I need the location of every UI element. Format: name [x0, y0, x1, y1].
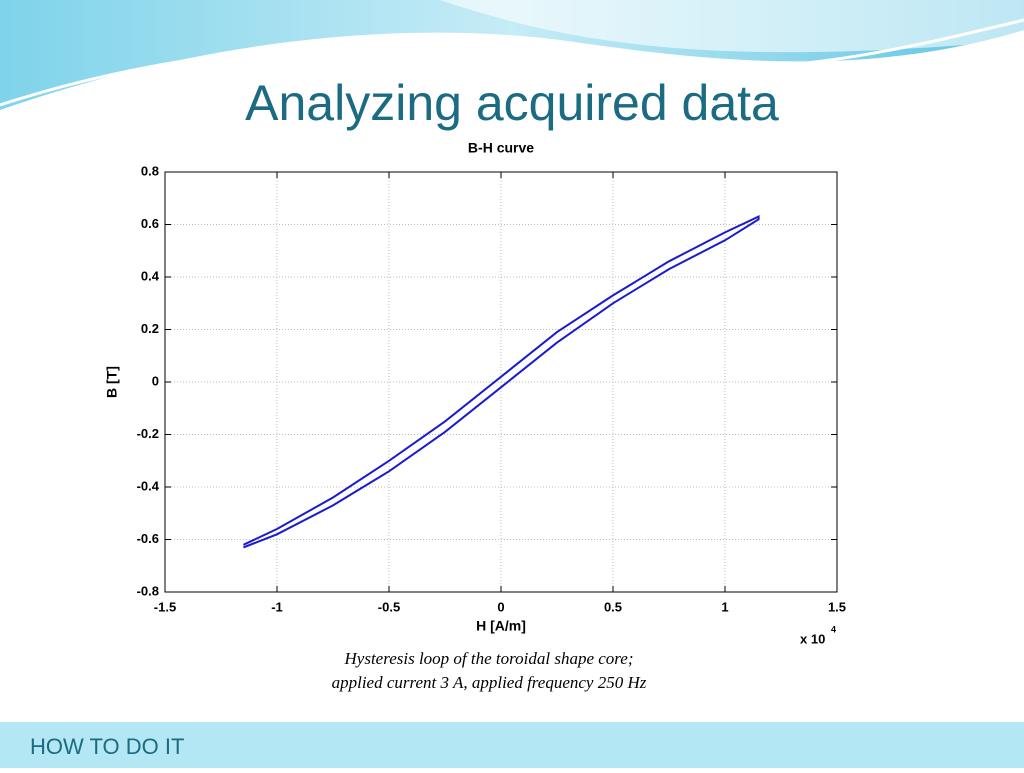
y-tick-label: -0.4	[137, 478, 160, 493]
x-tick-label: 1.5	[828, 599, 846, 614]
x-scale-label: x 10	[800, 631, 825, 646]
header-wave-highlight	[440, 0, 1024, 53]
y-tick-label: 0	[152, 373, 159, 388]
chart-title: B-H curve	[468, 140, 534, 156]
data-line	[242, 215, 760, 549]
y-tick-label: 0.4	[141, 268, 160, 283]
y-tick-label: -0.8	[137, 583, 159, 598]
footer-bar	[0, 722, 1024, 768]
caption: Hysteresis loop of the toroidal shape co…	[344, 649, 634, 668]
y-tick-label: 0.6	[141, 216, 159, 231]
y-axis-label: B [T]	[104, 366, 120, 398]
caption: applied current 3 A, applied frequency 2…	[332, 673, 647, 692]
y-tick-label: 0.8	[141, 163, 159, 178]
x-axis-label: H [A/m]	[476, 618, 526, 634]
y-tick-label: -0.6	[137, 531, 159, 546]
x-scale-exponent: 4	[831, 624, 836, 634]
x-tick-label: 0	[497, 599, 504, 614]
y-tick-label: 0.2	[141, 321, 159, 336]
x-tick-label: -1	[271, 599, 283, 614]
x-tick-label: -0.5	[378, 599, 400, 614]
x-tick-label: 1	[721, 599, 728, 614]
x-tick-label: -1.5	[154, 599, 176, 614]
y-tick-label: -0.2	[137, 426, 159, 441]
slide-title: Analyzing acquired data	[245, 75, 779, 131]
header-wave-line	[0, 18, 1024, 107]
footer-text: HOW TO DO IT	[30, 734, 184, 759]
axes-frame	[164, 171, 838, 593]
x-tick-label: 0.5	[604, 599, 622, 614]
